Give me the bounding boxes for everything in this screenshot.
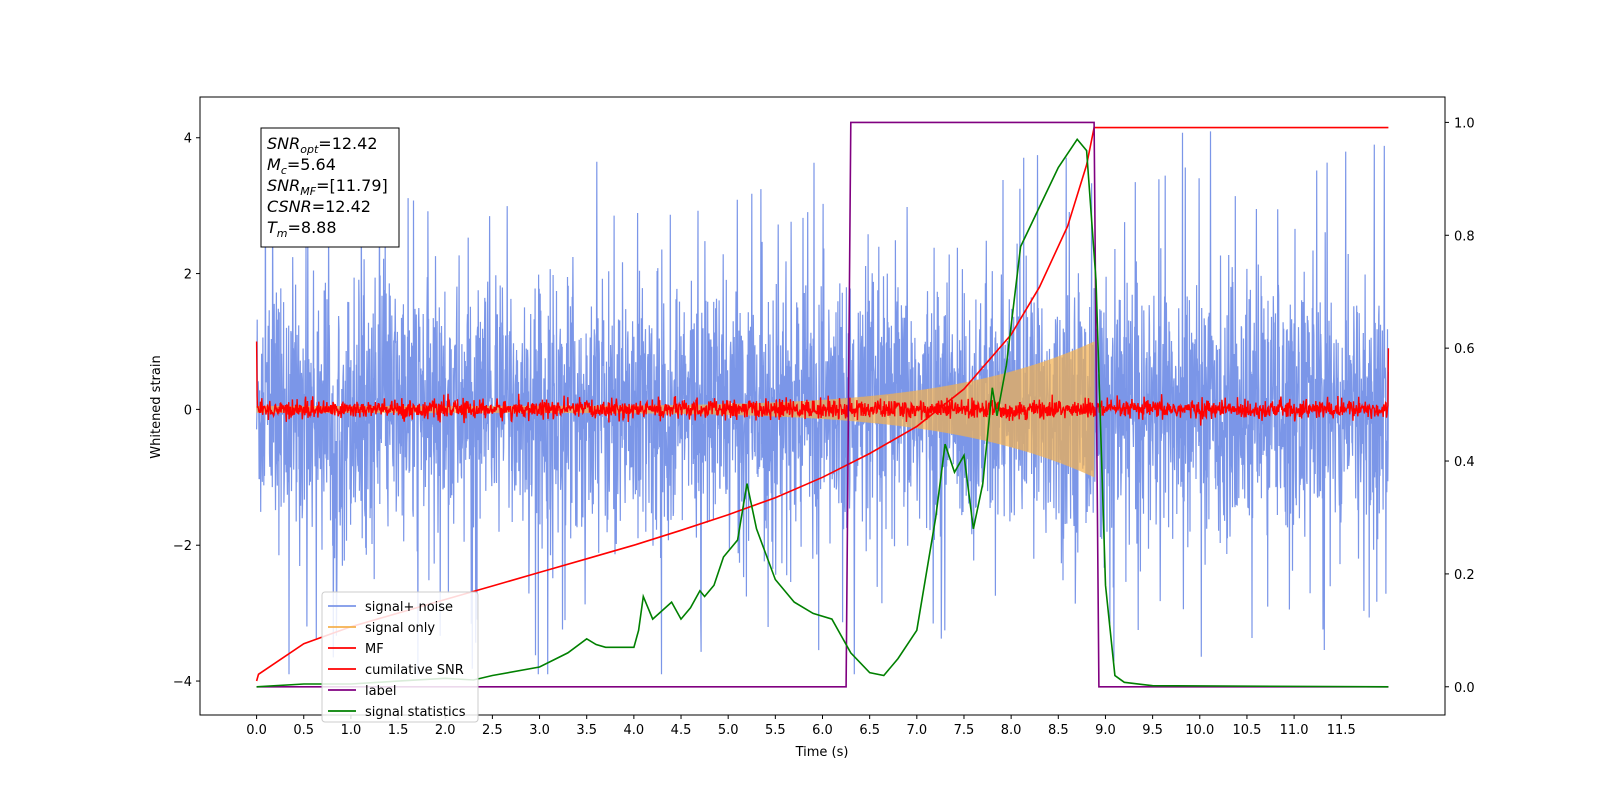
- annotation-symbol: T: [267, 218, 278, 237]
- x-tick-label: 10.5: [1232, 723, 1261, 738]
- y2-tick-label: 0.6: [1454, 342, 1475, 357]
- annotation-value: =5.64: [287, 155, 336, 174]
- y2-tick-label: 1.0: [1454, 116, 1475, 131]
- annotation-subscript: c: [281, 164, 287, 177]
- y2-tick-label: 0.4: [1454, 455, 1475, 470]
- y-tick-label: 0: [184, 403, 192, 418]
- x-tick-label: 11.5: [1327, 723, 1356, 738]
- series-signal-noise-line: [256, 130, 1390, 675]
- annotation-symbol: SNR: [267, 134, 300, 153]
- x-axis-title: Time (s): [795, 745, 849, 760]
- x-tick-label: 0.5: [293, 723, 314, 738]
- x-tick-label: 4.0: [624, 723, 645, 738]
- x-tick-label: 9.0: [1095, 723, 1116, 738]
- annotation-line: Mc=5.64: [267, 155, 336, 177]
- x-tick-label: 0.0: [246, 723, 267, 738]
- x-tick-label: 6.0: [812, 723, 833, 738]
- annotation-frame: [260, 127, 400, 248]
- legend-label: MF: [365, 642, 384, 657]
- annotation-line: SNRMF=[11.79]: [267, 176, 388, 198]
- x-tick-label: 3.0: [529, 723, 550, 738]
- annotation-line: SNRopt=12.42: [267, 134, 378, 156]
- annotation-line: Tm=8.88: [267, 218, 337, 240]
- series-mf-line: [255, 341, 1390, 426]
- y-axis-title: Whitened strain: [149, 355, 164, 458]
- y-tick-label: −4: [173, 675, 192, 690]
- annotation-symbol: SNR: [267, 176, 300, 195]
- x-tick-label: 11.0: [1280, 723, 1309, 738]
- y-tick-label: 4: [184, 132, 192, 147]
- annotation-value: =[11.79]: [316, 176, 388, 195]
- series-signal-statistics-line: [256, 137, 1389, 688]
- annotation-subscript: opt: [300, 143, 319, 156]
- x-tick-label: 3.5: [576, 723, 597, 738]
- x-tick-label: 7.5: [954, 723, 975, 738]
- y2-tick-label: 0.0: [1454, 681, 1475, 696]
- annotation-value: =8.88: [288, 218, 337, 237]
- y-axis-left: −4 −2 0 2 4: [173, 132, 200, 690]
- x-tick-label: 5.5: [765, 723, 786, 738]
- annotation-value: =12.42: [312, 197, 371, 216]
- y2-tick-label: 0.8: [1454, 229, 1475, 244]
- annotation-subscript: m: [277, 227, 288, 240]
- x-tick-label: 5.0: [718, 723, 739, 738]
- annotation-symbol: M: [267, 155, 281, 174]
- x-tick-label: 8.5: [1048, 723, 1069, 738]
- y2-tick-label: 0.2: [1454, 568, 1475, 583]
- x-axis: 0.0 0.5 1.0 1.5 2.0 2.5 3.0 3.5 4.0 4.5 5.0 5.5 6.0 6…: [246, 715, 1356, 738]
- legend-frame: [321, 591, 479, 723]
- x-tick-label: 7.0: [906, 723, 927, 738]
- x-tick-label: 1.0: [341, 723, 362, 738]
- x-tick-label: 2.5: [482, 723, 503, 738]
- legend: signal+ noise signal only MF cumilative SNR…: [321, 591, 479, 723]
- legend-label: signal+ noise: [365, 600, 453, 615]
- y-tick-label: 2: [184, 268, 192, 283]
- legend-label: cumilative SNR: [365, 663, 464, 678]
- legend-label: signal statistics: [365, 705, 466, 720]
- annotation-symbol: CSNR: [267, 197, 312, 216]
- x-tick-label: 1.5: [388, 723, 409, 738]
- x-tick-label: 2.0: [435, 723, 456, 738]
- legend-label: label: [365, 684, 396, 699]
- x-tick-label: 10.0: [1185, 723, 1214, 738]
- x-tick-label: 8.0: [1001, 723, 1022, 738]
- annotation-subscript: MF: [300, 185, 316, 198]
- annotation-line: CSNR=12.42: [267, 197, 371, 216]
- y-axis-right: 0.0 0.2 0.4 0.6 0.8 1.0: [1445, 116, 1475, 696]
- x-tick-label: 4.5: [671, 723, 692, 738]
- series-label-line: [256, 121, 1389, 688]
- legend-label: signal only: [365, 621, 435, 636]
- y-tick-label: −2: [173, 539, 192, 554]
- x-tick-label: 6.5: [859, 723, 880, 738]
- annotation-box: SNRopt=12.42Mc=5.64SNRMF=[11.79]CSNR=12.…: [260, 127, 400, 248]
- annotation-value: =12.42: [318, 134, 377, 153]
- x-tick-label: 9.5: [1142, 723, 1163, 738]
